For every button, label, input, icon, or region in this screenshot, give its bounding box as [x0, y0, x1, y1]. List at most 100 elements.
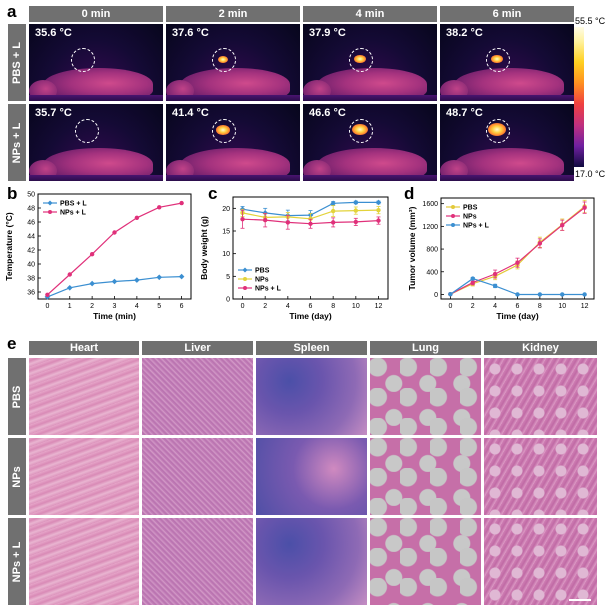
- data-point: [134, 277, 140, 283]
- x-tick-label: 4: [286, 303, 290, 310]
- histology-image-liver-row2: [142, 518, 253, 605]
- legend-marker: [451, 205, 455, 209]
- x-tick-label: 5: [157, 303, 161, 310]
- tumor-region-circle: [349, 119, 373, 143]
- x-tick-label: 12: [581, 303, 589, 310]
- time-header-1: 2 min: [166, 6, 300, 22]
- histology-header-spleen: Spleen: [256, 341, 367, 355]
- stage-base: [29, 175, 163, 181]
- x-tick-label: 6: [516, 303, 520, 310]
- data-point: [353, 219, 359, 225]
- data-point: [353, 199, 359, 206]
- chart-d: 0 400 800 1200 1600 0 2 4 6 8 10 12 Time (day) Tumor …: [407, 197, 595, 321]
- histology-row-label-nps: NPs: [8, 438, 26, 515]
- data-point: [45, 292, 50, 297]
- thermal-image-r0-c2: 37.9 °C: [303, 24, 437, 101]
- stage-base: [29, 95, 163, 101]
- temperature-label: 35.7 °C: [35, 107, 72, 119]
- x-tick-label: 10: [352, 303, 360, 310]
- data-point: [262, 210, 268, 216]
- tumor-region-circle: [71, 48, 95, 72]
- data-point: [537, 241, 543, 246]
- x-tick-label: 0: [241, 303, 245, 310]
- y-tick-label: 40: [27, 262, 35, 269]
- y-axis-label: Temperature (°C): [4, 212, 14, 281]
- data-point: [330, 208, 336, 214]
- histology-header-lung: Lung: [370, 341, 481, 355]
- tumor-region-circle: [486, 119, 510, 143]
- data-point: [308, 216, 313, 221]
- data-point: [157, 205, 162, 210]
- data-point: [112, 230, 117, 235]
- histology-row-label-pbs: PBS: [8, 358, 26, 435]
- histology-header-liver: Liver: [142, 341, 253, 355]
- y-tick-label: 400: [426, 269, 438, 276]
- data-point: [308, 221, 313, 226]
- data-point: [470, 276, 475, 281]
- y-tick-label: 44: [27, 234, 35, 241]
- histology-image-heart-row1: [29, 438, 139, 515]
- x-axis-label: Time (day): [289, 311, 332, 321]
- thermal-image-r0-c3: 38.2 °C: [440, 24, 574, 101]
- stage-base: [166, 175, 300, 181]
- legend-marker: [242, 267, 248, 273]
- stage-base: [440, 95, 574, 101]
- stage-base: [303, 175, 437, 181]
- temperature-label: 46.6 °C: [309, 107, 346, 119]
- histology-image-lung-row0: [370, 358, 481, 435]
- legend-marker: [243, 286, 247, 290]
- colorbar: [574, 27, 584, 167]
- y-tick-label: 800: [426, 247, 438, 254]
- stage-base: [303, 95, 437, 101]
- thermal-row-label-0: PBS + L: [8, 24, 26, 101]
- time-header-0: 0 min: [29, 6, 163, 22]
- data-point: [448, 291, 453, 297]
- x-tick-label: 10: [558, 303, 566, 310]
- data-point: [376, 207, 381, 213]
- chart-c: 0 5 10 15 20 0 2 4 6 8 10 12 Time (day) Body weight (…: [199, 196, 389, 321]
- histology-header-heart: Heart: [29, 341, 139, 355]
- series-line-1: [450, 207, 585, 295]
- tumor-region-circle: [75, 119, 99, 143]
- histology-image-liver-row1: [142, 438, 253, 515]
- temperature-label: 37.6 °C: [172, 27, 209, 39]
- legend-label: NPs: [255, 277, 269, 284]
- data-point: [111, 278, 118, 285]
- y-tick-label: 42: [27, 248, 35, 255]
- x-tick-label: 12: [375, 303, 383, 310]
- x-tick-label: 6: [309, 303, 313, 310]
- panel-label-e: e: [7, 334, 17, 353]
- y-tick-label: 48: [27, 206, 35, 213]
- panel-label-d: d: [404, 184, 415, 203]
- stage-base: [440, 175, 574, 181]
- x-axis-label: Time (min): [93, 311, 136, 321]
- colorbar-min-label: 17.0 °C: [575, 169, 606, 179]
- legend-marker: [451, 214, 455, 218]
- x-tick-label: 2: [90, 303, 94, 310]
- histology-image-kidney-row2: [484, 518, 597, 605]
- data-point: [492, 271, 498, 277]
- y-tick-label: 50: [27, 192, 35, 199]
- x-tick-label: 1: [68, 303, 72, 310]
- legend-label: NPs: [463, 214, 477, 221]
- tumor-region-circle: [486, 48, 510, 72]
- histology-image-spleen-row0: [256, 358, 367, 435]
- legend-label: NPs + L: [60, 210, 87, 217]
- thermal-row-label-1: NPs + L: [8, 104, 26, 181]
- thermal-image-r0-c1: 37.6 °C: [166, 24, 300, 101]
- y-tick-label: 15: [222, 229, 230, 236]
- y-tick-label: 36: [27, 290, 35, 297]
- x-axis-label: Time (day): [496, 311, 539, 321]
- y-tick-label: 0: [434, 292, 438, 299]
- temperature-label: 48.7 °C: [446, 107, 483, 119]
- data-point: [560, 223, 565, 228]
- data-point: [515, 292, 520, 297]
- data-point: [582, 205, 587, 210]
- data-point: [285, 220, 291, 225]
- histology-image-kidney-row0: [484, 358, 597, 435]
- data-point: [89, 280, 95, 287]
- data-point: [537, 292, 543, 297]
- thermal-image-r1-c2: 46.6 °C: [303, 104, 437, 181]
- series-line-2: [450, 277, 585, 296]
- data-point: [179, 200, 184, 206]
